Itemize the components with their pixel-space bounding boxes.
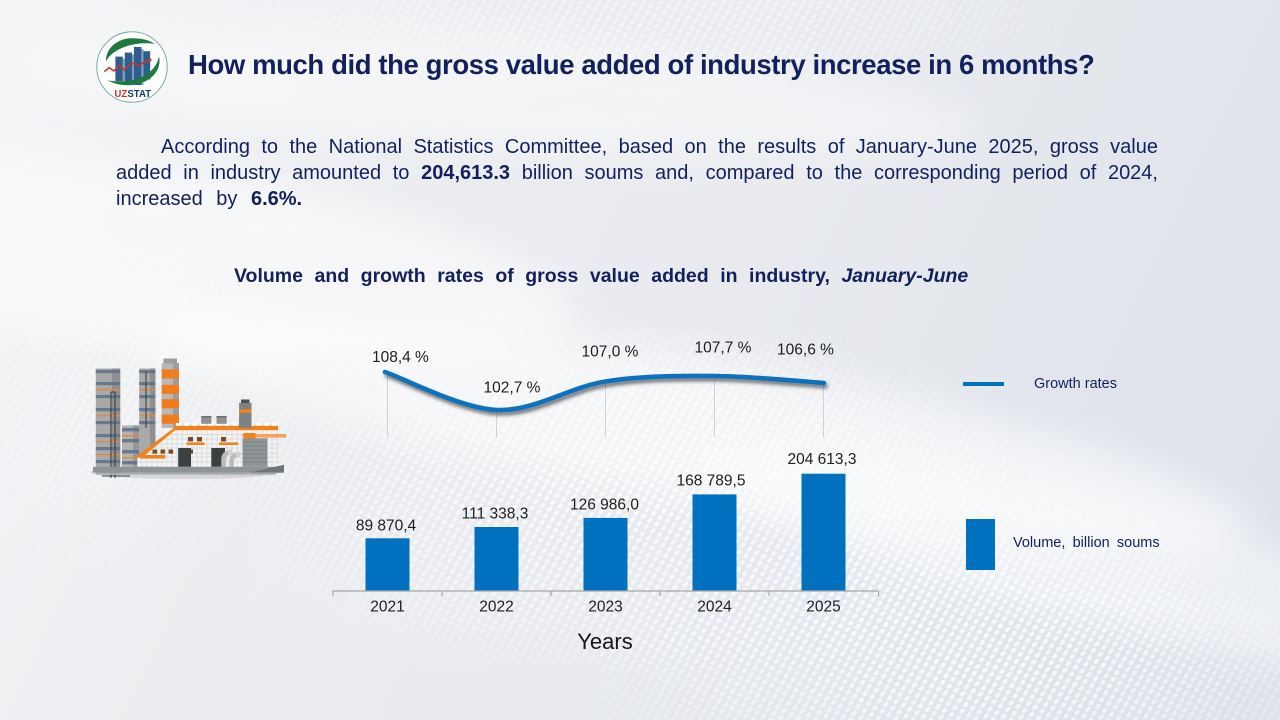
svg-text:108,4 %: 108,4 % xyxy=(372,349,429,366)
svg-text:168 789,5: 168 789,5 xyxy=(677,472,746,489)
svg-text:2022: 2022 xyxy=(479,598,513,615)
svg-text:204 613,3: 204 613,3 xyxy=(788,451,857,468)
svg-text:Years: Years xyxy=(577,629,632,654)
svg-text:111 338,3: 111 338,3 xyxy=(462,505,529,522)
svg-text:106,6 %: 106,6 % xyxy=(777,342,834,359)
svg-text:126 986,0: 126 986,0 xyxy=(570,496,639,513)
svg-text:2025: 2025 xyxy=(806,598,840,615)
svg-text:2024: 2024 xyxy=(697,598,732,615)
svg-text:102,7 %: 102,7 % xyxy=(484,379,541,396)
svg-text:89 870,4: 89 870,4 xyxy=(356,518,417,535)
svg-text:UZSTAT: UZSTAT xyxy=(114,89,151,100)
svg-text:107,7 %: 107,7 % xyxy=(695,339,752,356)
svg-text:2023: 2023 xyxy=(588,598,622,615)
svg-text:2021: 2021 xyxy=(370,598,404,615)
svg-text:107,0 %: 107,0 % xyxy=(582,344,639,361)
